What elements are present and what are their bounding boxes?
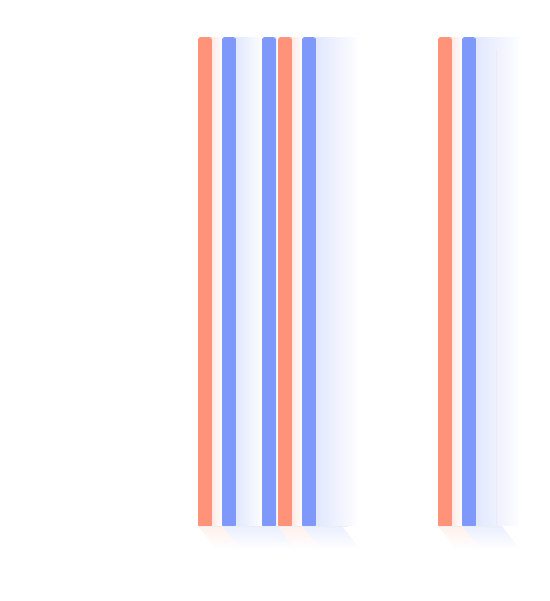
baseline-rail xyxy=(198,526,348,527)
column-shadow xyxy=(275,37,278,526)
column-c3[interactable] xyxy=(262,37,276,526)
column-shadow xyxy=(475,37,519,526)
column-c7[interactable] xyxy=(462,37,476,526)
column-shadow xyxy=(291,37,302,526)
column-c5[interactable] xyxy=(302,37,316,526)
column-shadow xyxy=(315,37,357,526)
group-edge-line xyxy=(496,50,497,526)
column-c1[interactable] xyxy=(198,37,212,526)
column-c2[interactable] xyxy=(222,37,236,526)
column-shadow xyxy=(235,37,262,526)
column-c6[interactable] xyxy=(438,37,452,526)
column-shadow xyxy=(211,37,222,526)
column-c4[interactable] xyxy=(278,37,292,526)
column-shadow xyxy=(451,37,462,526)
baseline-rail xyxy=(438,526,498,527)
